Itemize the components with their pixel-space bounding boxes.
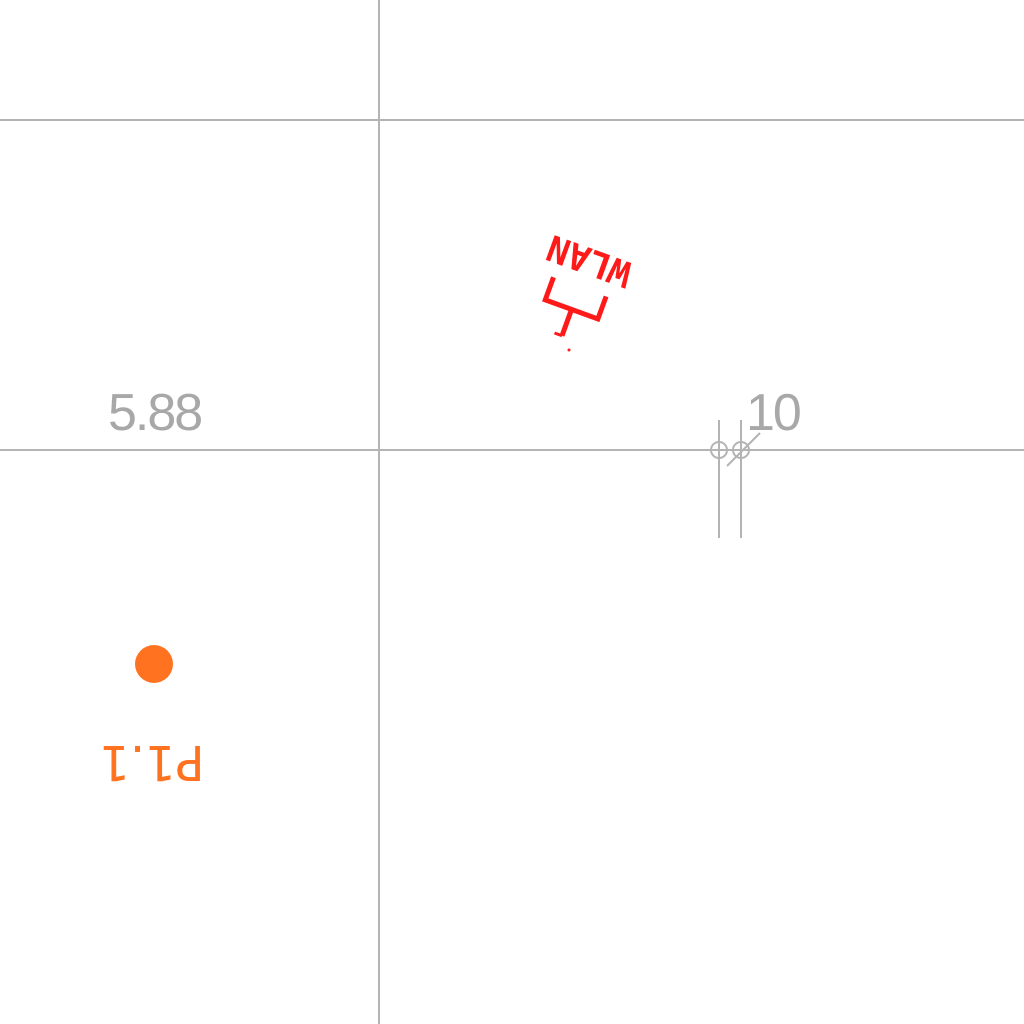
point-label: P1.1 xyxy=(99,734,204,790)
dimension-label-right: 10 xyxy=(746,384,800,442)
dimension-label-left: 5.88 xyxy=(108,384,201,442)
connection-marker-icon xyxy=(710,420,761,538)
wlan-dot xyxy=(567,348,571,352)
wlan-outlet-icon: WLAN xyxy=(542,226,637,338)
wlan-label: WLAN xyxy=(542,226,637,294)
point-marker-icon xyxy=(135,645,173,683)
